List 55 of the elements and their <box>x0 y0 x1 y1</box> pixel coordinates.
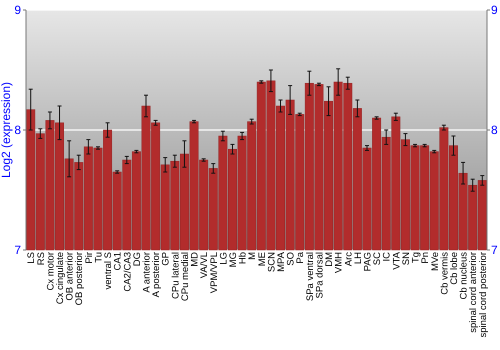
x-tick-label: MPA <box>276 251 288 272</box>
y2-tick-label: 8 <box>491 123 498 138</box>
x-tick-label: Pn <box>420 252 432 264</box>
x-tick-label: ME <box>256 252 268 266</box>
x-tick-label: CA1 <box>112 252 124 270</box>
y-axis-title: Log2 (expression) <box>0 82 13 178</box>
x-tick-label: CA2/CA3 <box>122 252 134 292</box>
x-tick-label: LS <box>26 252 38 264</box>
x-tick-label: A posterior <box>151 252 162 298</box>
x-tick-label: VA/VL <box>199 252 210 278</box>
x-tick-label: VPM/VPL <box>208 252 220 294</box>
x-tick-label: Cx motor <box>45 252 56 291</box>
y-tick-label: 7 <box>14 243 22 258</box>
x-tick-label: A anterior <box>142 252 153 293</box>
x-tick-label: LG <box>218 252 230 265</box>
x-tick-label: MD <box>190 252 201 267</box>
x-tick-label: spinal cord anterior <box>468 252 480 333</box>
x-tick-label: Tu <box>93 252 104 263</box>
y-tick-label: 9 <box>14 3 22 18</box>
x-tick-label: Hb <box>238 252 249 264</box>
x-tick-label: VMH <box>334 252 345 274</box>
x-tick-label: LH <box>352 252 364 264</box>
y2-tick-label: 9 <box>491 3 498 18</box>
x-tick-label: SCN <box>266 252 278 272</box>
y2-tick-label: 7 <box>491 243 498 258</box>
x-tick-label: M <box>247 252 258 260</box>
x-tick-label: VTA <box>391 251 402 270</box>
x-tick-label: MVe <box>430 252 441 272</box>
x-tick-label: Tg <box>410 252 422 264</box>
x-tick-label: OB anterior <box>64 252 76 301</box>
x-tick-label: RS <box>36 252 47 266</box>
x-tick-label: GP <box>160 252 172 266</box>
x-tick-label: Arc <box>343 252 354 266</box>
x-tick-label: spinal cord posterior <box>478 252 489 338</box>
x-tick-label: IC <box>382 252 393 262</box>
x-tick-label: SPa dorsal <box>314 252 326 298</box>
y-tick-label: 8 <box>14 123 22 138</box>
x-tick-label: MG <box>228 252 239 268</box>
x-tick-label: PAG <box>362 252 374 272</box>
x-tick-label: SC <box>372 252 384 266</box>
x-tick-label: Cb vermis <box>439 252 450 295</box>
x-tick-label: DG <box>132 252 143 266</box>
x-tick-label: Pa <box>295 251 306 264</box>
x-tick-label: Cx cingulate <box>55 252 66 304</box>
x-tick-label: Pir <box>84 252 95 264</box>
x-tick-label: SN <box>400 252 412 266</box>
x-tick-label: Cb lobe <box>448 252 460 285</box>
x-tick-label: SPa ventral <box>304 252 316 302</box>
x-tick-label: CPu medial <box>180 252 191 302</box>
x-tick-label: CPu lateral <box>170 252 182 299</box>
x-tick-label: ventral S <box>103 252 114 290</box>
x-tick-label: DM <box>324 252 336 267</box>
x-tick-label: OB posterior <box>74 252 86 306</box>
x-tick-label: Cb nucleus <box>458 252 470 300</box>
x-tick-label: SO <box>286 252 297 266</box>
